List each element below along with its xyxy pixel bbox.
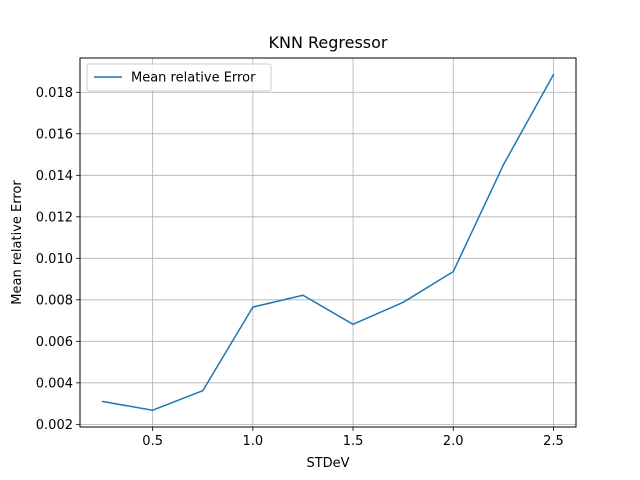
data-point	[502, 164, 505, 166]
plot-frame	[79, 57, 577, 428]
grid	[80, 58, 576, 427]
y-tick-label: 0.018	[36, 86, 73, 101]
x-axis-label: STDeV	[306, 456, 349, 471]
y-tick-label: 0.008	[36, 293, 73, 308]
data-point	[402, 301, 404, 304]
data-point	[302, 294, 304, 297]
y-tick-label: 0.004	[36, 376, 73, 391]
series-line	[102, 74, 555, 411]
y-tick-label: 0.002	[36, 418, 73, 433]
y-tick-label: 0.012	[36, 210, 73, 225]
legend: Mean relative Error	[86, 63, 272, 92]
chart-title: KNN Regressor	[268, 33, 387, 52]
x-tick-label: 2.0	[443, 434, 464, 449]
y-tick-label: 0.010	[36, 252, 73, 267]
y-tick-label: 0.014	[36, 169, 73, 184]
data-point	[252, 306, 254, 308]
y-tick-label: 0.016	[36, 127, 73, 142]
data-point	[201, 389, 204, 392]
x-tick-label: 1.0	[243, 434, 264, 449]
series-layer	[101, 73, 555, 411]
y-axis-label: Mean relative Error	[10, 180, 25, 305]
legend-box	[86, 63, 272, 92]
data-point	[151, 409, 154, 411]
y-tick-label: 0.006	[36, 335, 73, 350]
legend-label: Mean relative Error	[131, 71, 256, 86]
data-point	[352, 323, 354, 326]
x-tick-label: 2.5	[543, 434, 564, 449]
x-tick-label: 1.5	[343, 434, 364, 449]
data-point	[101, 400, 104, 403]
ticks: 0.5 1.0 1.5 2.0 2.5 0.002 0.004 0.006 0.008 0.010…	[36, 86, 564, 449]
data-point	[452, 270, 455, 273]
x-tick-label: 0.5	[142, 434, 163, 449]
data-point	[552, 73, 555, 76]
